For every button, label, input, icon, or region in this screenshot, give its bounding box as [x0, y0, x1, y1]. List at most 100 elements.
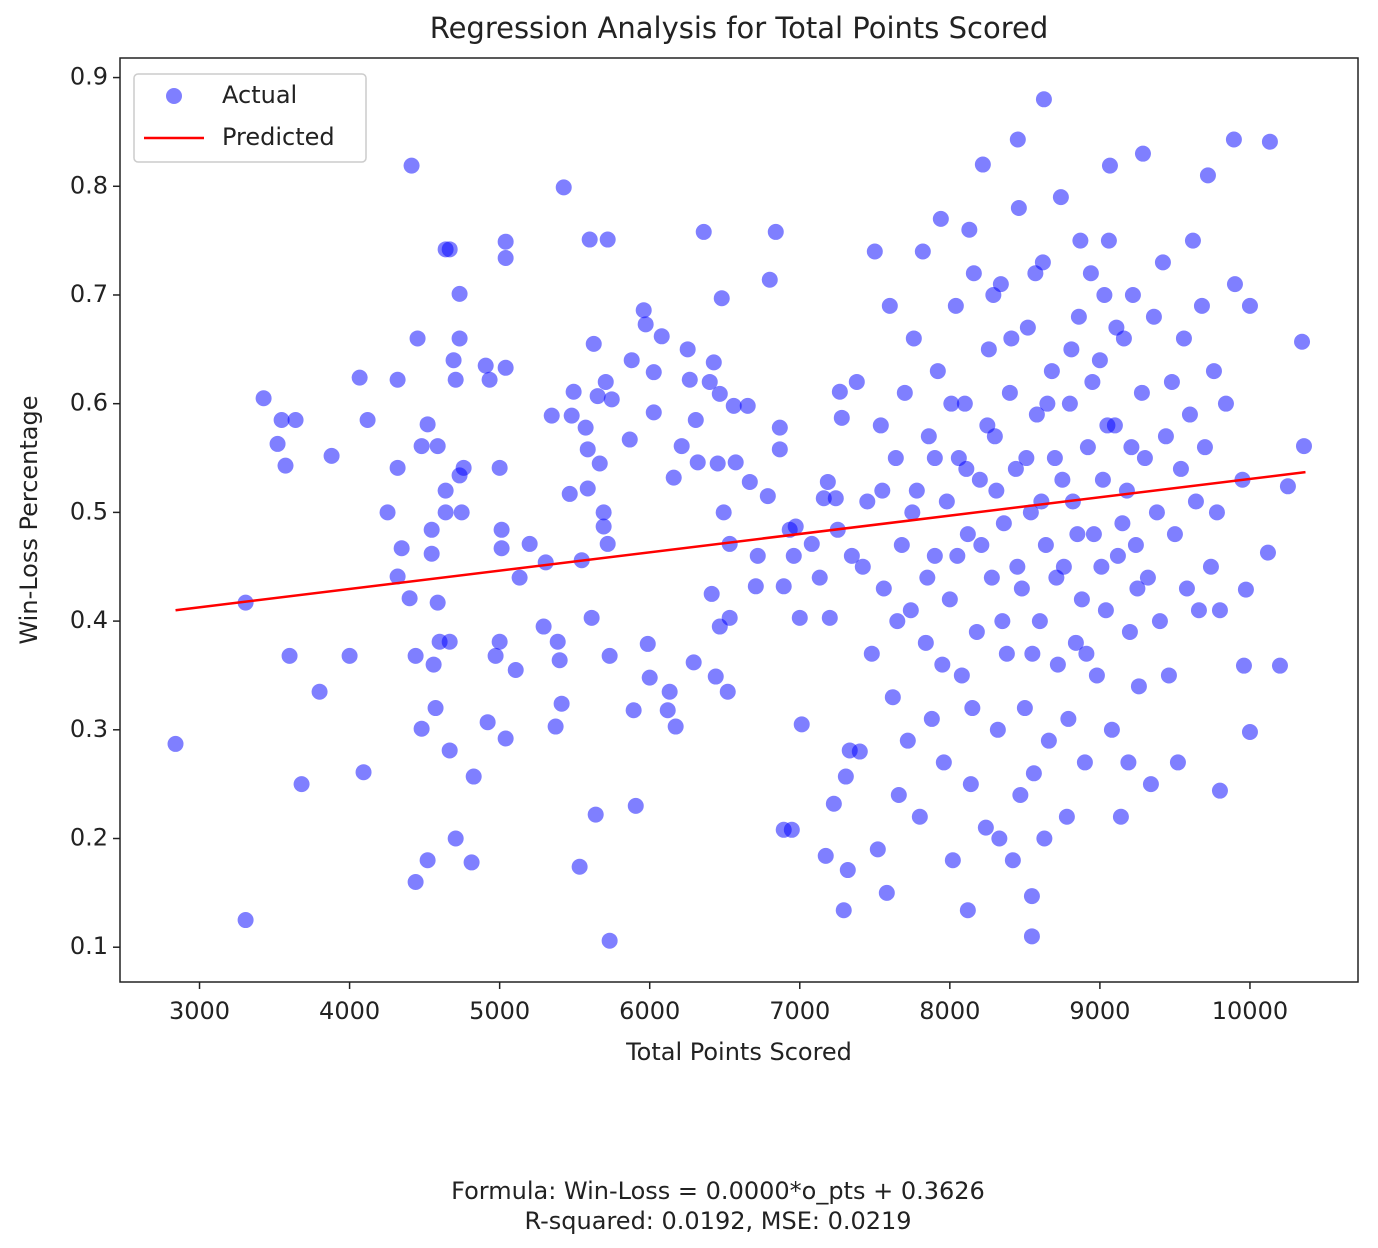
point [409, 330, 426, 347]
point [1109, 547, 1126, 564]
point [1154, 254, 1171, 271]
point [1036, 830, 1053, 847]
point [493, 540, 510, 557]
point [1112, 808, 1129, 825]
point [423, 545, 440, 562]
point [827, 490, 844, 507]
point [835, 902, 852, 919]
point [741, 473, 758, 490]
point [565, 383, 582, 400]
point [962, 776, 979, 793]
point [869, 841, 886, 858]
chart-title: Regression Analysis for Total Points Sco… [430, 11, 1049, 45]
point [589, 388, 606, 405]
point [653, 328, 670, 345]
point [837, 768, 854, 785]
point [1241, 297, 1258, 314]
point [793, 716, 810, 733]
point [979, 417, 996, 434]
point [1120, 754, 1137, 771]
point [273, 411, 290, 428]
point [497, 730, 514, 747]
point [889, 613, 906, 630]
point [973, 537, 990, 554]
point [919, 569, 936, 586]
point [1114, 515, 1131, 532]
point [964, 700, 981, 717]
point [497, 250, 514, 267]
point [571, 858, 588, 875]
point [1022, 504, 1039, 521]
point [1054, 471, 1071, 488]
plot-area: 3000 4000 5000 6000 7000 8000 9000 10000 0.1 0.2 0… [70, 57, 1359, 1025]
point [833, 409, 850, 426]
point [1118, 482, 1135, 499]
point [1035, 91, 1052, 108]
point [983, 569, 1000, 586]
point [1031, 613, 1048, 630]
point [1208, 504, 1225, 521]
point [771, 419, 788, 436]
point [601, 647, 618, 664]
point [237, 912, 254, 929]
point [1073, 591, 1090, 608]
y-tick-label: 0.7 [70, 280, 108, 308]
y-tick-label: 0.6 [70, 389, 108, 417]
point [821, 609, 838, 626]
point [667, 718, 684, 735]
point [1061, 395, 1078, 412]
point [1003, 330, 1020, 347]
point [1134, 145, 1151, 162]
point [1099, 417, 1116, 434]
point [932, 210, 949, 227]
y-tick-label: 0.2 [70, 824, 108, 852]
point [1096, 286, 1113, 303]
point [1190, 602, 1207, 619]
y-tick-label: 0.4 [70, 606, 108, 634]
point [1145, 308, 1162, 325]
point [959, 526, 976, 543]
point [783, 821, 800, 838]
point [1069, 526, 1086, 543]
point [401, 590, 418, 607]
point [393, 540, 410, 557]
point [1052, 189, 1069, 206]
point [1084, 373, 1101, 390]
point [579, 441, 596, 458]
point [1225, 131, 1242, 148]
point [419, 852, 436, 869]
x-tick-label: 3000 [169, 997, 230, 1025]
point [277, 457, 294, 474]
stats-note: R-squared: 0.0192, MSE: 0.0219 [524, 1207, 911, 1235]
point [959, 902, 976, 919]
point [1049, 656, 1066, 673]
point [1142, 776, 1159, 793]
point [991, 830, 1008, 847]
point [713, 290, 730, 307]
y-tick-label: 0.8 [70, 171, 108, 199]
point [167, 735, 184, 752]
point [701, 373, 718, 390]
x-tick-label: 6000 [619, 997, 680, 1025]
point [923, 710, 940, 727]
point [1025, 765, 1042, 782]
point [1123, 439, 1140, 456]
point [859, 493, 876, 510]
point [785, 547, 802, 564]
point [705, 354, 722, 371]
point [1079, 439, 1096, 456]
legend-box [133, 73, 367, 163]
point [549, 633, 566, 650]
point [281, 647, 298, 664]
point [961, 221, 978, 238]
point [974, 156, 991, 173]
point [1019, 319, 1036, 336]
point [719, 683, 736, 700]
point [1037, 537, 1054, 554]
point [1043, 363, 1060, 380]
point [553, 695, 570, 712]
point [985, 286, 1002, 303]
point [884, 689, 901, 706]
point [1070, 308, 1087, 325]
